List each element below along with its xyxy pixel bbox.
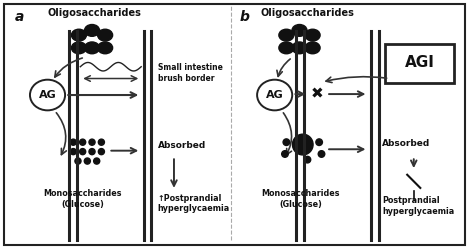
Ellipse shape [305, 29, 320, 41]
Circle shape [282, 151, 288, 157]
Text: AG: AG [266, 90, 283, 100]
FancyBboxPatch shape [4, 4, 465, 245]
Text: Oligosaccharides: Oligosaccharides [47, 8, 141, 18]
Ellipse shape [257, 80, 292, 110]
FancyArrowPatch shape [283, 113, 292, 155]
Text: Absorbed: Absorbed [383, 139, 430, 148]
Ellipse shape [292, 24, 307, 36]
Text: AG: AG [39, 90, 56, 100]
Text: Postprandial
hyperglycaemia: Postprandial hyperglycaemia [383, 196, 455, 216]
Ellipse shape [30, 80, 65, 110]
Text: ↑Postprandial
hyperglycaemia: ↑Postprandial hyperglycaemia [157, 194, 230, 213]
Ellipse shape [305, 42, 320, 54]
Ellipse shape [279, 29, 294, 41]
Ellipse shape [72, 29, 86, 41]
Text: Oligosaccharides: Oligosaccharides [261, 8, 355, 18]
FancyArrowPatch shape [56, 113, 66, 155]
Circle shape [89, 149, 95, 155]
Circle shape [283, 139, 290, 145]
Ellipse shape [84, 24, 100, 36]
Circle shape [318, 151, 325, 157]
Ellipse shape [292, 42, 307, 54]
Circle shape [89, 139, 95, 145]
Circle shape [80, 149, 86, 155]
Text: Absorbed: Absorbed [157, 141, 206, 150]
Text: Monosaccharides
(Glucose): Monosaccharides (Glucose) [44, 189, 122, 209]
Circle shape [292, 134, 313, 155]
Ellipse shape [98, 29, 113, 41]
Ellipse shape [84, 42, 100, 54]
Text: b: b [239, 10, 249, 24]
Circle shape [84, 158, 91, 164]
Text: a: a [15, 10, 24, 24]
Circle shape [80, 139, 86, 145]
Text: Small intestine
brush border: Small intestine brush border [157, 63, 222, 83]
Circle shape [304, 156, 311, 163]
FancyBboxPatch shape [385, 44, 455, 83]
Ellipse shape [98, 42, 113, 54]
Ellipse shape [279, 42, 294, 54]
Circle shape [94, 158, 100, 164]
Circle shape [98, 149, 104, 155]
Circle shape [98, 139, 104, 145]
Circle shape [316, 139, 322, 145]
Circle shape [70, 139, 76, 145]
Circle shape [75, 158, 81, 164]
Circle shape [70, 149, 76, 155]
Text: AGI: AGI [405, 56, 435, 70]
Ellipse shape [72, 42, 86, 54]
Text: ✖: ✖ [310, 86, 323, 101]
Text: Monosaccharides
(Glucose): Monosaccharides (Glucose) [261, 189, 340, 209]
